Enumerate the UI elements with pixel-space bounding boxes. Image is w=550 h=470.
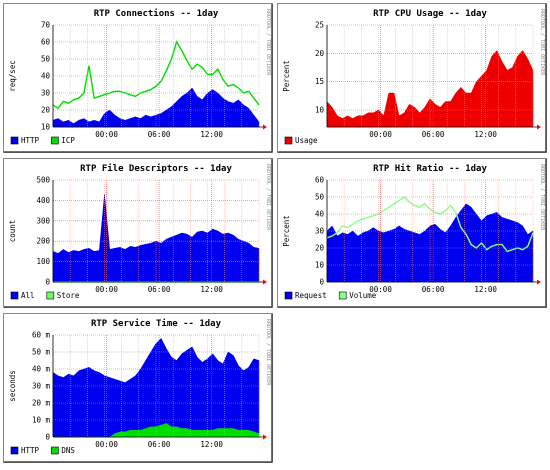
grid bbox=[52, 179, 260, 283]
y-tick-label: 10 bbox=[315, 261, 325, 270]
x-tick-label: 00:00 bbox=[369, 285, 392, 294]
y-tick-label: 0 bbox=[45, 278, 50, 287]
y-tick-label: 20 bbox=[315, 49, 325, 58]
y-tick-label: 30 m bbox=[32, 382, 51, 391]
chart-hit: RTP Hit Ratio -- 1day RRDTOOL / TOBI OETI… bbox=[277, 158, 547, 308]
x-axis-arrow-icon bbox=[263, 124, 267, 130]
legend-swatch bbox=[46, 291, 55, 300]
legend-swatch bbox=[10, 291, 19, 300]
y-axis-label: Percent bbox=[282, 215, 291, 247]
panel-connections: RTP Connections -- 1day RRDTOOL / TOBI OE… bbox=[3, 3, 273, 153]
x-tick-label: 00:00 bbox=[95, 440, 118, 449]
rrdtool-watermark: RRDTOOL / TOBI OETIKER bbox=[265, 9, 271, 76]
y-tick-label: 100 bbox=[36, 257, 50, 266]
y-tick-label: 0 bbox=[45, 433, 50, 442]
x-tick-label: 06:00 bbox=[422, 130, 445, 139]
y-tick-label: 10 bbox=[315, 106, 325, 115]
y-tick-label: 60 bbox=[41, 38, 51, 47]
legend-label: HTTP bbox=[21, 136, 40, 145]
y-axis-label: seconds bbox=[8, 370, 17, 402]
y-tick-label: 20 m bbox=[32, 399, 51, 408]
y-tick-label: 25 bbox=[315, 21, 324, 30]
chart-cpu: RTP CPU Usage -- 1day RRDTOOL / TOBI OETI… bbox=[277, 3, 547, 153]
y-tick-label: 60 bbox=[315, 176, 325, 185]
x-tick-label: 00:00 bbox=[95, 130, 118, 139]
y-tick-label: 50 bbox=[41, 55, 51, 64]
y-tick-label: 40 m bbox=[32, 365, 51, 374]
y-tick-label: 50 m bbox=[32, 348, 51, 357]
y-tick-label: 300 bbox=[36, 216, 50, 225]
legend-swatch bbox=[10, 446, 19, 455]
rrdtool-watermark: RRDTOOL / TOBI OETIKER bbox=[265, 319, 271, 386]
y-tick-label: 500 bbox=[36, 176, 50, 185]
legend-swatch bbox=[284, 291, 293, 300]
chart-title: RTP File Descriptors -- 1day bbox=[80, 163, 232, 174]
legend-swatch bbox=[10, 136, 19, 145]
y-axis-label: count bbox=[8, 220, 17, 243]
x-tick-label: 06:00 bbox=[148, 130, 171, 139]
x-tick-label: 06:00 bbox=[148, 440, 171, 449]
y-tick-label: 400 bbox=[36, 196, 50, 205]
y-tick-label: 200 bbox=[36, 237, 50, 246]
y-tick-label: 40 bbox=[41, 72, 51, 81]
x-axis-arrow-icon bbox=[263, 434, 267, 440]
y-tick-label: 30 bbox=[41, 89, 51, 98]
x-tick-label: 06:00 bbox=[422, 285, 445, 294]
chart-svc: RTP Service Time -- 1day RRDTOOL / TOBI O… bbox=[3, 313, 273, 463]
legend-label: DNS bbox=[61, 446, 75, 455]
x-tick-label: 12:00 bbox=[200, 440, 223, 449]
x-tick-label: 00:00 bbox=[369, 130, 392, 139]
chart-fd: RTP File Descriptors -- 1day RRDTOOL / TO… bbox=[3, 158, 273, 308]
chart-title: RTP Connections -- 1day bbox=[94, 8, 219, 19]
x-axis-arrow-icon bbox=[537, 124, 541, 130]
y-tick-label: 40 bbox=[315, 210, 325, 219]
legend-label: Usage bbox=[295, 136, 318, 145]
rrdtool-watermark: RRDTOOL / TOBI OETIKER bbox=[539, 164, 545, 231]
x-tick-label: 12:00 bbox=[474, 130, 497, 139]
legend-swatch bbox=[51, 136, 59, 145]
chart-connections: RTP Connections -- 1day RRDTOOL / TOBI OE… bbox=[3, 3, 273, 153]
x-tick-label: 06:00 bbox=[148, 285, 171, 294]
chart-title: RTP Service Time -- 1day bbox=[91, 318, 222, 329]
legend-swatch bbox=[51, 446, 59, 455]
x-tick-label: 12:00 bbox=[200, 285, 223, 294]
y-tick-label: 20 bbox=[315, 244, 325, 253]
rrdtool-watermark: RRDTOOL / TOBI OETIKER bbox=[265, 164, 271, 231]
legend-label: All bbox=[21, 291, 35, 300]
y-tick-label: 0 bbox=[319, 278, 324, 287]
y-tick-label: 20 bbox=[41, 106, 51, 115]
y-axis-label: req/sec bbox=[8, 60, 17, 92]
y-tick-label: 30 bbox=[315, 227, 325, 236]
y-tick-label: 70 bbox=[41, 21, 51, 30]
legend-swatch bbox=[338, 291, 347, 300]
x-axis-arrow-icon bbox=[537, 279, 541, 285]
legend-label: Store bbox=[57, 291, 80, 300]
legend-swatch bbox=[284, 136, 293, 145]
legend-label: ICP bbox=[61, 136, 75, 145]
legend-label: Volume bbox=[349, 291, 377, 300]
x-axis-arrow-icon bbox=[263, 279, 267, 285]
y-tick-label: 60 m bbox=[32, 331, 51, 340]
chart-title: RTP Hit Ratio -- 1day bbox=[373, 163, 487, 174]
legend-label: HTTP bbox=[21, 446, 40, 455]
x-tick-label: 12:00 bbox=[200, 130, 223, 139]
y-tick-label: 50 bbox=[315, 193, 325, 202]
x-tick-label: 00:00 bbox=[95, 285, 118, 294]
y-tick-label: 10 m bbox=[32, 416, 51, 425]
grid bbox=[52, 334, 260, 438]
y-tick-label: 10 bbox=[41, 123, 51, 132]
legend-label: Request bbox=[295, 291, 327, 300]
panel-svc: RTP Service Time -- 1day RRDTOOL / TOBI O… bbox=[3, 313, 273, 463]
panel-cpu: RTP CPU Usage -- 1day RRDTOOL / TOBI OETI… bbox=[277, 3, 547, 153]
y-axis-label: Percent bbox=[282, 60, 291, 92]
y-tick-label: 15 bbox=[315, 77, 324, 86]
chart-title: RTP CPU Usage -- 1day bbox=[373, 9, 487, 19]
x-tick-label: 12:00 bbox=[474, 285, 497, 294]
panel-hit: RTP Hit Ratio -- 1day RRDTOOL / TOBI OETI… bbox=[277, 158, 547, 308]
rrdtool-watermark: RRDTOOL / TOBI OETIKER bbox=[539, 9, 545, 76]
panel-fd: RTP File Descriptors -- 1day RRDTOOL / TO… bbox=[3, 158, 273, 308]
